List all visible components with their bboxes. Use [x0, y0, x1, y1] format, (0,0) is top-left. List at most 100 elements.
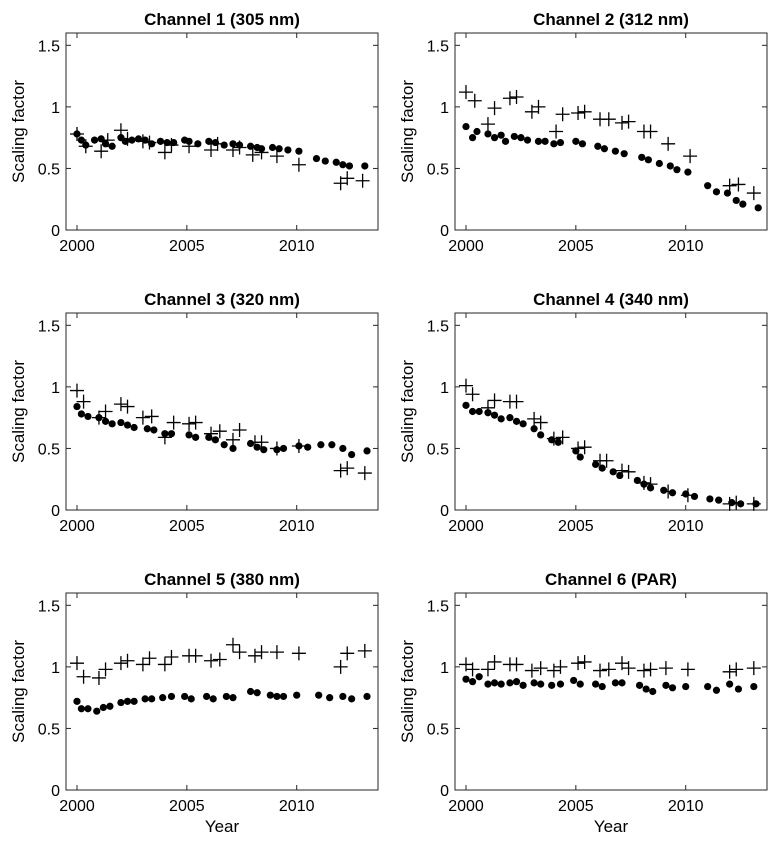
data-point-dot	[523, 136, 532, 144]
data-point-plus	[78, 139, 93, 154]
data-point-dot	[143, 425, 151, 433]
data-point-plus	[291, 438, 306, 453]
data-point-plus	[188, 415, 203, 430]
data-point-dot	[649, 687, 657, 696]
data-point-dot	[339, 444, 347, 453]
y-tick-label: 1	[440, 660, 449, 677]
data-point-dot	[475, 407, 483, 416]
plot-frame	[65, 592, 379, 791]
data-point-plus	[225, 432, 240, 447]
x-tick-label: 2005	[169, 798, 205, 815]
data-point-dot	[156, 137, 165, 145]
data-point-plus	[120, 131, 135, 146]
data-point-dot	[655, 159, 663, 168]
y-tick-label: 0.5	[427, 161, 449, 178]
data-point-dot	[737, 500, 745, 508]
data-point-dot	[712, 188, 721, 196]
y-tick-label: 0	[440, 503, 449, 520]
data-point-plus	[571, 656, 586, 671]
data-point-plus	[487, 393, 502, 408]
data-point-dot	[130, 697, 138, 705]
x-tick-label: 2010	[279, 798, 315, 815]
data-point-dot	[229, 694, 237, 702]
data-point-plus	[661, 484, 676, 499]
data-point-dot	[570, 676, 578, 685]
y-tick-label: 1	[440, 100, 449, 117]
data-point-plus	[487, 654, 502, 669]
data-point-dot	[273, 692, 281, 701]
data-point-plus	[509, 90, 524, 105]
data-point-dot	[222, 692, 230, 701]
data-point-dot	[468, 134, 477, 142]
data-point-dot	[497, 680, 505, 688]
data-point-dot	[712, 686, 721, 694]
data-point-dot	[592, 460, 600, 469]
data-point-dot	[734, 685, 743, 693]
panel-title: Channel 3 (320 nm)	[144, 290, 300, 309]
data-point-plus	[98, 404, 113, 419]
data-point-dot	[684, 168, 692, 176]
data-point-dot	[666, 162, 674, 170]
y-tick-label: 1.5	[427, 38, 449, 55]
data-point-dot	[490, 134, 499, 142]
data-point-dot	[715, 496, 723, 504]
data-point-dot	[117, 418, 125, 427]
data-point-plus	[113, 123, 128, 138]
data-point-dot	[673, 166, 681, 174]
data-point-dot	[620, 150, 628, 158]
data-point-dot	[475, 673, 483, 681]
data-point-dot	[541, 137, 549, 145]
x-tick-label: 2005	[169, 518, 205, 535]
data-point-plus	[188, 648, 203, 663]
data-point-dot	[642, 685, 650, 693]
dot-series	[73, 130, 369, 170]
data-point-plus	[355, 173, 370, 188]
data-point-plus	[69, 383, 84, 398]
data-point-dot	[668, 684, 677, 692]
data-point-plus	[357, 466, 372, 481]
data-point-dot	[468, 407, 477, 416]
data-point-plus	[722, 664, 737, 679]
data-point-plus	[621, 114, 636, 129]
data-point-dot	[279, 692, 288, 701]
data-point-dot	[739, 200, 747, 208]
data-point-plus	[254, 435, 269, 450]
data-point-dot	[706, 495, 714, 503]
data-point-dot	[99, 703, 107, 712]
data-point-plus	[577, 104, 592, 119]
y-tick-label: 1	[51, 100, 60, 117]
data-point-dot	[704, 682, 712, 691]
data-point-plus	[142, 651, 157, 666]
data-point-dot	[185, 431, 193, 439]
y-tick-label: 0.5	[38, 161, 60, 178]
plus-series	[69, 383, 372, 481]
data-point-plus	[531, 99, 546, 114]
data-point-plus	[636, 475, 651, 490]
data-point-plus	[142, 135, 157, 150]
data-point-plus	[636, 663, 651, 678]
data-point-dot	[510, 132, 518, 141]
y-tick-label: 0	[440, 783, 449, 800]
data-point-dot	[660, 486, 668, 494]
data-point-plus	[577, 654, 592, 669]
data-point-dot	[130, 423, 138, 432]
data-point-plus	[247, 648, 262, 663]
data-point-dot	[519, 420, 527, 428]
data-point-plus	[465, 387, 480, 402]
data-point-dot	[594, 142, 602, 150]
x-tick-label: 2005	[169, 238, 205, 255]
panel-title: Channel 6 (PAR)	[545, 570, 677, 589]
data-point-dot	[484, 680, 492, 688]
x-tick-label: 2010	[668, 798, 704, 815]
data-point-dot	[548, 681, 556, 689]
data-point-dot	[473, 127, 481, 136]
data-point-plus	[212, 424, 227, 439]
data-point-plus	[643, 477, 658, 492]
data-point-plus	[166, 415, 181, 430]
data-point-dot	[187, 695, 195, 703]
data-point-dot	[253, 689, 261, 697]
data-point-dot	[181, 692, 189, 701]
data-point-dot	[321, 157, 329, 165]
data-point-dot	[123, 421, 132, 429]
x-tick-label: 2000	[448, 798, 484, 815]
